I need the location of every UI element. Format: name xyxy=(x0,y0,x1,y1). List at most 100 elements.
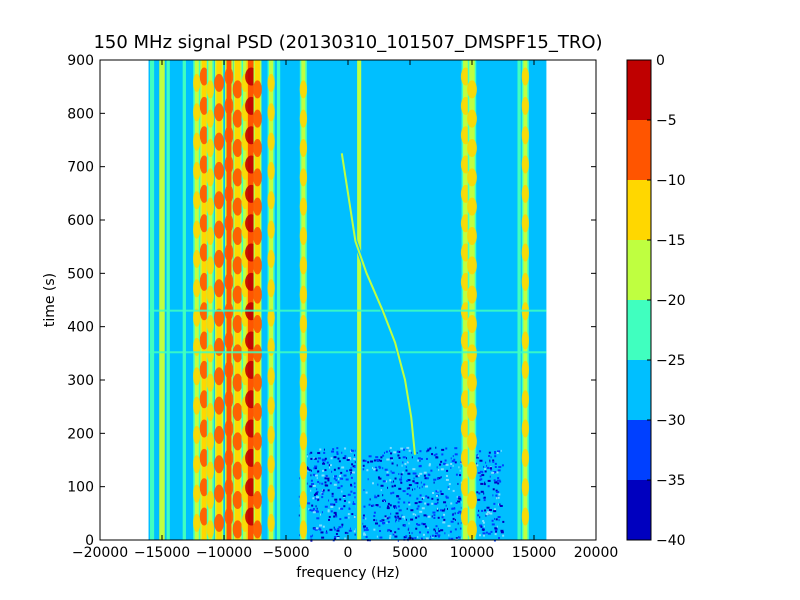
noise-speck xyxy=(350,458,352,461)
noise-speck xyxy=(435,525,438,528)
spectral-line xyxy=(157,60,167,540)
noise-speck xyxy=(405,535,408,538)
noise-speck xyxy=(413,477,415,480)
noise-speck xyxy=(325,484,329,487)
line-modulation-lobe xyxy=(299,344,308,363)
noise-speck xyxy=(398,517,402,520)
noise-speck xyxy=(403,524,406,527)
noise-speck xyxy=(402,515,406,518)
noise-speck xyxy=(498,519,500,522)
line-modulation-lobe xyxy=(224,243,234,262)
noise-speck xyxy=(312,497,315,500)
line-modulation-lobe xyxy=(232,80,243,99)
noise-speck xyxy=(398,487,402,490)
line-modulation-lobe xyxy=(206,227,215,245)
noise-speck xyxy=(382,480,386,483)
noise-speck xyxy=(333,537,336,540)
spectral-line-core xyxy=(247,60,255,540)
line-modulation-lobe xyxy=(214,103,224,122)
noise-speck xyxy=(389,446,392,449)
line-modulation-lobe xyxy=(199,272,209,291)
line-modulation-lobe xyxy=(521,331,530,350)
noise-speck xyxy=(406,492,409,495)
colorbar-segment xyxy=(627,120,651,180)
noise-speck xyxy=(391,485,394,488)
noise-speck xyxy=(445,496,449,499)
line-modulation-lobe xyxy=(253,80,262,99)
noise-speck xyxy=(402,456,406,459)
noise-speck xyxy=(333,526,335,529)
line-modulation-lobe xyxy=(467,168,477,187)
noise-speck xyxy=(502,520,505,523)
noise-speck xyxy=(349,527,351,530)
noise-speck xyxy=(423,474,426,477)
noise-speck xyxy=(378,477,382,480)
x-tick-label: 10000 xyxy=(450,545,495,561)
noise-speck xyxy=(436,466,438,469)
noise-speck xyxy=(436,509,439,512)
noise-speck xyxy=(492,488,495,491)
line-modulation-lobe xyxy=(232,227,243,245)
noise-speck xyxy=(364,459,367,462)
spectral-line xyxy=(275,60,282,540)
noise-speck xyxy=(342,495,346,498)
spectral-line-core xyxy=(276,60,281,540)
noise-speck xyxy=(362,464,365,467)
noise-speck xyxy=(446,469,449,472)
noise-speck xyxy=(387,520,390,523)
noise-speck xyxy=(395,520,397,523)
noise-speck xyxy=(448,483,451,486)
noise-speck xyxy=(317,470,320,473)
noise-speck xyxy=(321,536,325,539)
line-modulation-lobe xyxy=(467,461,477,480)
noise-speck xyxy=(409,494,412,497)
noise-speck xyxy=(490,468,493,471)
noise-speck xyxy=(365,517,367,520)
noise-speck xyxy=(417,515,420,518)
line-modulation-lobe xyxy=(206,109,215,128)
noise-speck xyxy=(500,449,502,452)
noise-speck xyxy=(425,485,429,488)
noise-speck xyxy=(326,461,329,464)
line-modulation-lobe xyxy=(206,520,215,539)
noise-speck xyxy=(347,532,349,535)
noise-speck xyxy=(405,469,408,472)
noise-speck xyxy=(353,530,356,533)
noise-speck xyxy=(350,467,352,470)
noise-speck xyxy=(363,525,367,528)
noise-speck xyxy=(324,477,327,480)
noise-speck xyxy=(450,502,453,505)
noise-speck xyxy=(417,457,421,460)
noise-speck xyxy=(347,513,350,516)
noise-speck xyxy=(330,503,334,506)
noise-speck xyxy=(453,458,456,461)
noise-speck xyxy=(454,528,457,531)
line-modulation-lobe xyxy=(521,507,530,526)
noise-speck xyxy=(414,537,417,540)
noise-speck xyxy=(501,464,504,467)
noise-speck xyxy=(328,515,331,518)
noise-speck xyxy=(345,469,348,472)
noise-speck xyxy=(485,514,487,517)
noise-speck xyxy=(384,516,388,519)
noise-speck xyxy=(337,467,340,470)
x-tick-label: 0 xyxy=(344,545,353,561)
noise-speck xyxy=(312,511,316,514)
line-modulation-lobe xyxy=(253,168,262,187)
noise-speck xyxy=(380,489,382,492)
noise-speck xyxy=(321,511,323,514)
noise-speck xyxy=(376,458,380,461)
line-modulation-lobe xyxy=(521,390,530,409)
noise-speck xyxy=(457,500,461,503)
noise-speck xyxy=(331,470,333,473)
noise-speck xyxy=(454,461,457,464)
noise-speck xyxy=(393,484,396,487)
noise-speck xyxy=(419,450,422,453)
noise-speck xyxy=(402,471,404,474)
noise-speck xyxy=(415,475,419,478)
noise-speck xyxy=(333,475,335,478)
noise-speck xyxy=(407,472,411,475)
line-modulation-lobe xyxy=(521,184,530,203)
noise-speck xyxy=(343,499,346,502)
noise-speck xyxy=(424,502,427,505)
